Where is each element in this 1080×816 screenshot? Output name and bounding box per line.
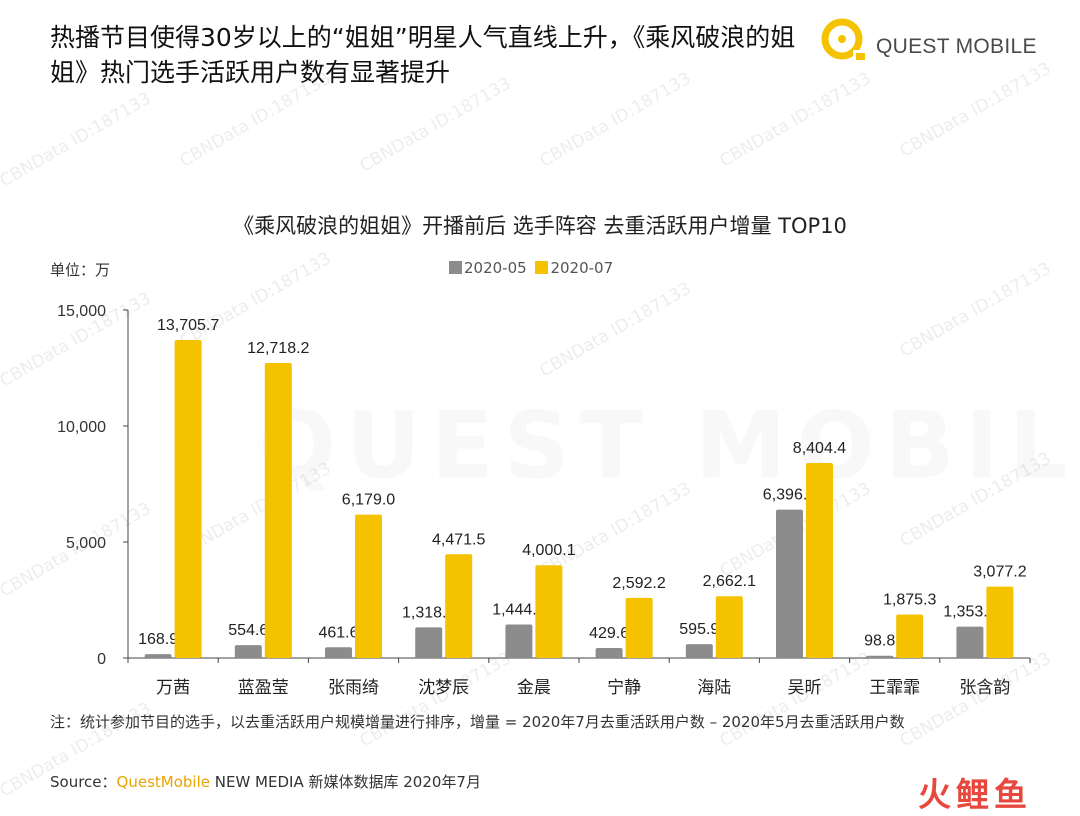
bar-value-label: 1,444.6 [492,601,545,618]
bar-value-label: 1,875.3 [883,591,936,608]
x-tick-label: 万茜 [156,678,190,698]
bar-value-label: 12,718.2 [247,340,309,357]
bar-value-label: 8,404.4 [793,440,846,457]
chart-legend: 2020-05 2020-07 [449,259,617,277]
bar-value-label: 595.9 [679,621,719,638]
bar-2020-05 [866,655,894,658]
bar-2020-07 [355,514,382,658]
bar-value-label: 13,705.7 [157,317,219,334]
legend-swatch-2020-05 [449,261,462,274]
bar-2020-07 [896,614,924,658]
bar-2020-07 [535,565,563,658]
bar-2020-07 [806,463,833,658]
bar-2020-05 [956,626,984,658]
source-rest: NEW MEDIA 新媒体数据库 2020年7月 [209,773,481,791]
bar-2020-05 [144,654,172,658]
x-tick-label: 宁静 [607,678,641,698]
legend-swatch-2020-07 [535,261,549,274]
bar-2020-05 [776,509,803,658]
y-tick-label: 5,000 [66,535,106,552]
unit-label: 单位：万 [50,261,111,279]
bar-2020-05 [325,647,352,658]
bar-2020-07 [715,596,743,658]
bar-2020-07 [445,554,473,658]
bar-value-label: 98.8 [864,633,895,650]
source-prefix: Source： [50,773,117,791]
footnote: 注：统计参加节目的选手，以去重活跃用户规模增量进行排序，增量 = 2020年7月… [50,713,905,731]
bar-value-label: 461.6 [318,624,358,641]
x-tick-label: 蓝盈莹 [238,678,289,698]
x-tick-label: 张含韵 [959,678,1010,698]
bar-2020-05 [234,645,262,658]
bar-value-label: 1,318.0 [402,604,455,621]
legend-item-2020-07: 2020-07 [535,259,613,277]
source-line: Source：QuestMobile NEW MEDIA 新媒体数据库 2020… [50,771,481,792]
bar-2020-07 [986,586,1014,658]
bar-2020-07 [625,597,653,658]
questmobile-logo-icon [821,18,865,60]
bar-value-label: 2,592.2 [612,575,665,592]
bar-2020-05 [505,624,533,658]
bar-2020-05 [415,627,443,658]
x-tick-label: 沈梦辰 [418,678,469,698]
bar-2020-05 [685,644,713,658]
bar-value-label: 1,353.2 [943,604,996,621]
y-tick-label: 15,000 [57,303,106,320]
bar-value-label: 3,077.2 [973,564,1026,581]
logo-text: QUEST MOBILE [876,35,1037,58]
x-tick-label: 张雨绮 [328,678,379,698]
chart-title: 《乘风破浪的姐姐》开播前后 选手阵容 去重活跃用户增量 TOP10 [233,214,847,238]
x-tick-label: 王霏霏 [869,678,920,698]
bar-value-label: 554.6 [228,622,268,639]
legend-label-2020-05: 2020-05 [464,259,527,277]
bar-value-label: 4,471.5 [432,531,485,548]
source-brand: QuestMobile [116,773,210,791]
y-tick-label: 0 [97,651,106,668]
bar-value-label: 6,179.0 [342,492,395,509]
bar-2020-07 [174,340,202,658]
bar-value-label: 168.9 [138,631,178,648]
bar-2020-07 [264,362,292,658]
bar-value-label: 2,662.1 [703,573,756,590]
corner-brand-mark: 火鲤鱼 [918,775,1032,814]
y-tick-label: 10,000 [57,419,106,436]
legend-label-2020-07: 2020-07 [550,259,614,277]
bar-value-label: 6,396.4 [763,487,816,504]
x-tick-label: 金晨 [517,678,551,698]
bar-value-label: 429.6 [589,625,629,642]
x-tick-label: 吴昕 [788,678,822,698]
bar-2020-05 [595,648,623,658]
page-headline: 热播节目使得30岁以上的“姐姐”明星人气直线上升，《乘风破浪的姐姐》热门选手活跃… [50,23,796,87]
bar-value-label: 4,000.1 [522,542,575,559]
x-tick-label: 海陆 [697,678,731,698]
legend-item-2020-05: 2020-05 [449,259,527,277]
